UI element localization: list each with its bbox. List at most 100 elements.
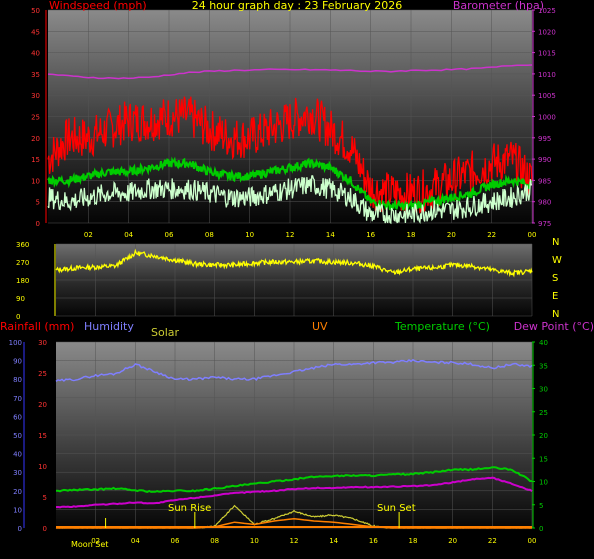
wind-panel-labels: 0510152025303540455097598098599099510001…	[31, 7, 556, 239]
wind-y-tick-label: 25	[31, 114, 40, 122]
temp-y-tick-label: 35	[539, 362, 548, 370]
series-humidity	[55, 358, 533, 382]
weather-x-tick-label: 08	[210, 537, 219, 545]
barometer-y-tick-label: 990	[538, 156, 551, 164]
wind-y-tick-label: 40	[31, 50, 40, 58]
series-temperature	[56, 466, 533, 493]
direction-compass-label: S	[552, 273, 558, 284]
wind-panel-series	[47, 64, 533, 225]
barometer-y-tick-label: 985	[538, 177, 551, 185]
wind-x-tick-label: 04	[124, 231, 133, 239]
weather-x-tick-label: 02	[91, 537, 100, 545]
wind-x-tick-label: 22	[487, 231, 496, 239]
series-direction	[55, 248, 533, 278]
direction-y-tick-label: 180	[16, 277, 29, 285]
barometer-y-tick-label: 980	[538, 199, 551, 207]
wind-x-tick-label: 12	[286, 231, 295, 239]
weather-x-tick-label: 00	[528, 537, 537, 545]
wind-x-tick-label: 02	[84, 231, 93, 239]
direction-y-tick-label: 0	[16, 313, 20, 321]
wind-y-tick-label: 0	[36, 220, 40, 228]
sun-rise-label: Sun Rise	[168, 503, 211, 514]
wind-y-tick-label: 5	[36, 199, 40, 207]
humidity-y-tick-label: 30	[13, 469, 22, 477]
temperature-axis-title: Temperature (°C)	[394, 320, 490, 333]
weather-x-tick-label: 22	[488, 537, 497, 545]
humidity-y-tick-label: 50	[13, 432, 22, 440]
temp-y-tick-label: 0	[539, 525, 543, 533]
temp-y-tick-label: 15	[539, 455, 548, 463]
temp-y-tick-label: 10	[539, 479, 548, 487]
barometer-y-tick-label: 1000	[538, 114, 556, 122]
rain-y-tick-label: 5	[43, 494, 47, 502]
wind-x-tick-label: 08	[205, 231, 214, 239]
series-barometer	[47, 64, 533, 80]
barometer-y-tick-label: 995	[538, 135, 551, 143]
wind-y-tick-label: 30	[31, 92, 40, 100]
barometer-y-tick-label: 1005	[538, 92, 556, 100]
direction-y-tick-label: 270	[16, 259, 29, 267]
weather-x-tick-label: 16	[369, 537, 378, 545]
weather-x-tick-label: 20	[448, 537, 457, 545]
temp-y-tick-label: 25	[539, 409, 548, 417]
wind-x-tick-label: 14	[326, 231, 335, 239]
humidity-y-tick-label: 20	[13, 488, 22, 496]
weather-panel-labels: 0102030405060708090100051015202530051015…	[9, 339, 548, 545]
direction-compass-label: N	[552, 309, 559, 320]
rain-y-tick-label: 30	[38, 339, 47, 347]
humidity-y-tick-label: 90	[13, 358, 22, 366]
moon-set-label: Moon Set	[71, 540, 108, 549]
humidity-y-tick-label: 10	[13, 506, 22, 514]
weather-panel-series	[55, 358, 533, 529]
wind-y-tick-label: 15	[31, 156, 40, 164]
wind-x-tick-label: 16	[366, 231, 375, 239]
direction-y-tick-label: 360	[16, 241, 29, 249]
humidity-axis-title: Humidity	[84, 320, 134, 333]
direction-panel-grid	[56, 243, 533, 317]
humidity-y-tick-label: 60	[13, 413, 22, 421]
temp-y-tick-label: 20	[539, 432, 548, 440]
humidity-y-tick-label: 100	[9, 339, 22, 347]
series-avg	[47, 156, 533, 212]
rain-y-tick-label: 15	[38, 432, 47, 440]
wind-y-tick-label: 10	[31, 177, 40, 185]
humidity-y-tick-label: 80	[13, 376, 22, 384]
humidity-y-tick-label: 0	[18, 525, 22, 533]
temp-y-tick-label: 40	[539, 339, 548, 347]
series-speed	[47, 175, 533, 225]
weather-x-tick-label: 10	[250, 537, 259, 545]
wind-x-tick-label: 06	[165, 231, 174, 239]
barometer-y-tick-label: 1010	[538, 71, 556, 79]
rain-y-tick-label: 10	[38, 463, 47, 471]
wind-x-tick-label: 18	[407, 231, 416, 239]
series-dewpoint	[55, 476, 533, 509]
weather-x-tick-label: 14	[329, 537, 338, 545]
windspeed-axis-title: Windspeed (mph)	[49, 0, 147, 12]
direction-compass-label: E	[552, 291, 558, 302]
wind-y-tick-label: 45	[31, 28, 40, 36]
wind-x-tick-label: 00	[528, 231, 537, 239]
wind-y-tick-label: 35	[31, 71, 40, 79]
temp-y-tick-label: 5	[539, 502, 543, 510]
uv-axis-title: UV	[312, 320, 328, 333]
rain-y-tick-label: 20	[38, 401, 47, 409]
wind-y-tick-label: 50	[31, 7, 40, 15]
temp-y-tick-label: 30	[539, 386, 548, 394]
barometer-axis-title: Barometer (hpa)	[453, 0, 544, 12]
direction-compass-label: N	[552, 237, 559, 248]
weather-x-tick-label: 06	[171, 537, 180, 545]
wind-x-tick-label: 10	[245, 231, 254, 239]
rain-y-tick-label: 0	[43, 525, 47, 533]
barometer-y-tick-label: 1020	[538, 28, 556, 36]
rainfall-axis-title: Rainfall (mm)	[0, 320, 74, 333]
direction-compass-label: W	[552, 255, 562, 266]
weather-x-tick-label: 18	[409, 537, 418, 545]
weather-x-tick-label: 04	[131, 537, 140, 545]
chart-title: 24 hour graph day : 23 February 2026	[192, 0, 403, 12]
direction-y-tick-label: 90	[16, 295, 25, 303]
wind-x-tick-label: 20	[447, 231, 456, 239]
barometer-y-tick-label: 1015	[538, 50, 556, 58]
